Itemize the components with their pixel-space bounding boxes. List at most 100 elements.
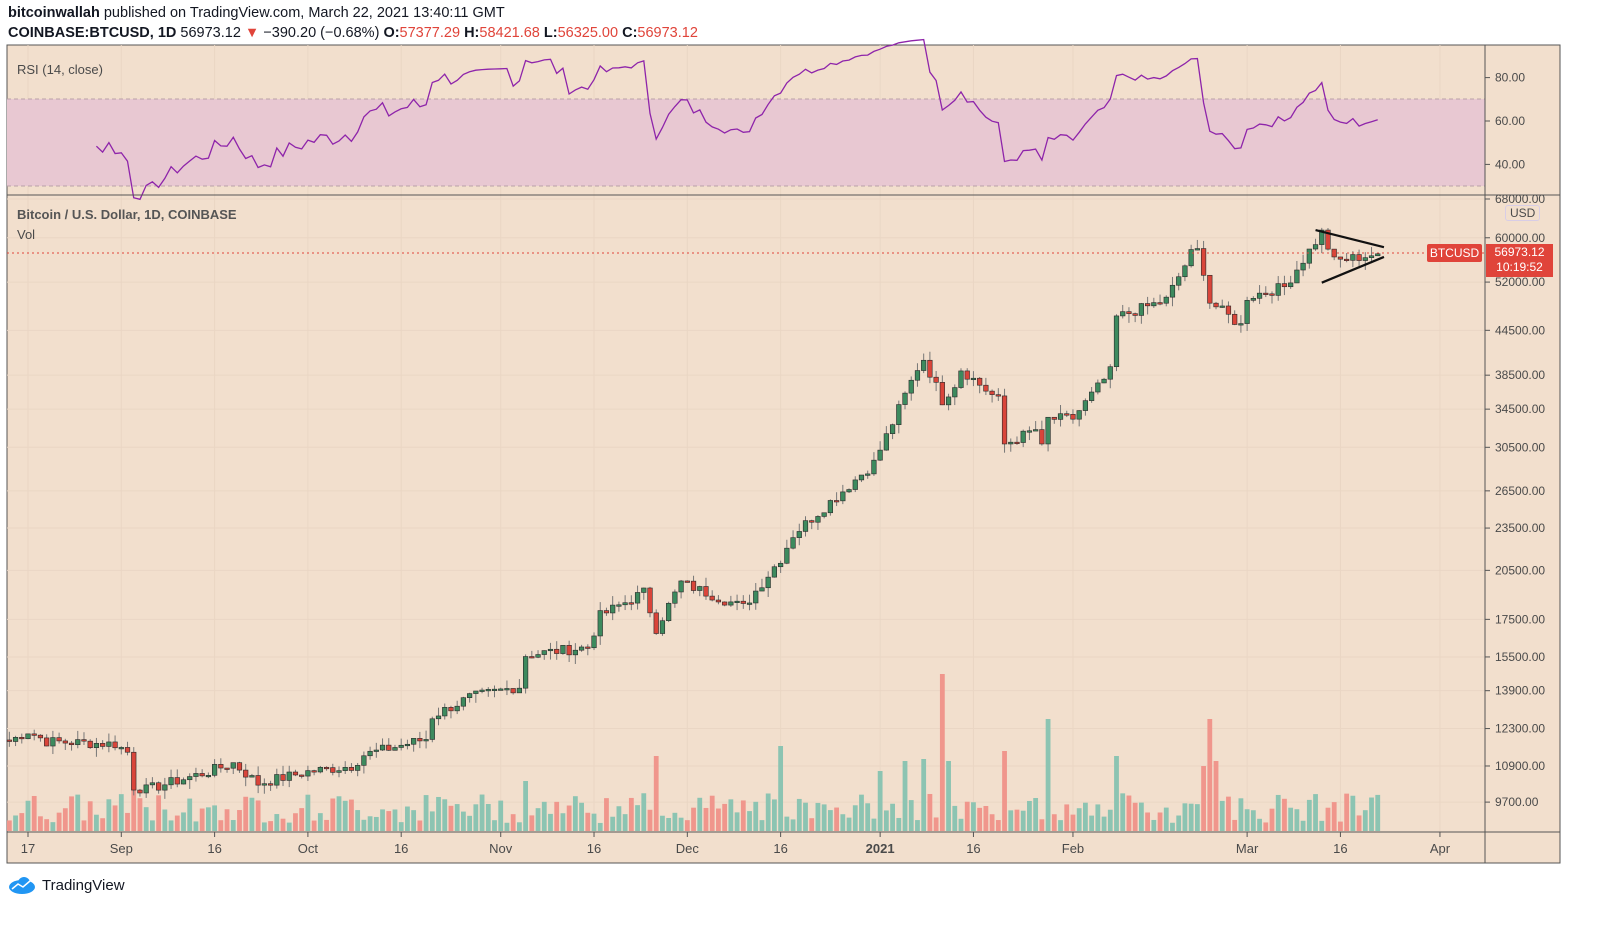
- volume-bar: [1201, 766, 1206, 831]
- volume-bar: [311, 820, 317, 831]
- volume-bar: [1089, 815, 1095, 831]
- candle-down: [224, 767, 230, 770]
- volume-bar: [740, 800, 746, 831]
- volume-bar: [286, 822, 292, 831]
- volume-bar: [1064, 804, 1070, 831]
- price-axis[interactable]: 68000.00 60000.00 52000.00 44500.00 38500.00…: [1485, 192, 1545, 809]
- rsi-line: [95, 38, 1378, 201]
- volume-bar: [1145, 812, 1150, 831]
- volume-bar: [896, 817, 902, 831]
- time-axis[interactable]: 17 Sep 16 Oct 16 Nov 16 Dec 16 2021 16 Feb Mar 16 Apr: [21, 832, 1451, 856]
- price-tick-label: 38500.00: [1495, 368, 1545, 382]
- time-tick-label: 16: [966, 841, 980, 856]
- publish-info: bitcoinwallah published on TradingView.c…: [8, 5, 505, 21]
- candle-up: [1194, 248, 1200, 251]
- volume-bar: [1126, 795, 1132, 831]
- candle-down: [292, 771, 299, 776]
- volume-bar: [747, 811, 752, 831]
- volume-bar: [1014, 809, 1020, 831]
- candle-up: [230, 762, 236, 769]
- candle-up: [1082, 400, 1088, 411]
- price-tick-label: 34500.00: [1495, 402, 1545, 416]
- candle-down: [1344, 258, 1350, 261]
- candle-down: [983, 384, 989, 392]
- volume-bar: [865, 803, 871, 831]
- rsi-axis[interactable]: 80.00 60.00 40.00: [1485, 71, 1525, 172]
- candle-down: [1232, 313, 1238, 325]
- volume-bar: [1163, 807, 1169, 831]
- volume-bar: [218, 820, 224, 831]
- volume-bar: [224, 809, 230, 831]
- price-tick-label: 17500.00: [1495, 612, 1545, 626]
- high-value: 58421.68: [479, 25, 540, 41]
- candle-up: [753, 590, 759, 604]
- volume-bar: [871, 818, 877, 831]
- currency-label[interactable]: USD: [1505, 205, 1541, 221]
- candle-up: [852, 479, 858, 490]
- brand-name: TradingView: [42, 876, 125, 894]
- candle-down: [740, 600, 746, 604]
- volume-bar: [261, 822, 267, 831]
- author[interactable]: bitcoinwallah: [8, 5, 100, 21]
- volume-bar: [355, 810, 361, 831]
- volume-bar: [846, 817, 852, 831]
- volume-bar: [1369, 797, 1374, 831]
- price-tick-label: 60000.00: [1495, 231, 1545, 245]
- volume-bar: [964, 801, 970, 831]
- volume-bar: [31, 795, 37, 831]
- volume-bar: [958, 818, 964, 831]
- volume-bar: [703, 807, 709, 831]
- volume-bar: [548, 813, 553, 831]
- volume-bar: [125, 812, 130, 831]
- volume-bar: [946, 761, 951, 831]
- volume-bar: [280, 818, 286, 831]
- triangle-pattern[interactable]: [1315, 229, 1385, 284]
- candle-up: [336, 770, 342, 773]
- volume-bar: [174, 815, 180, 831]
- candle-down: [566, 645, 572, 656]
- candle-up: [784, 547, 790, 564]
- candle-up: [1008, 441, 1014, 445]
- candle-up: [902, 392, 908, 405]
- volume-bar: [641, 793, 647, 831]
- volume-bar: [193, 821, 199, 831]
- volume-bar: [504, 822, 510, 831]
- candle-up: [118, 747, 124, 750]
- volume-bar: [716, 808, 721, 831]
- volume-bar: [784, 816, 790, 831]
- candle-down: [131, 751, 137, 791]
- candle-down: [243, 769, 249, 778]
- candle-up: [1033, 429, 1039, 432]
- volume-bar: [467, 815, 473, 831]
- time-tick-label: 16: [394, 841, 408, 856]
- candle-up: [1020, 430, 1026, 443]
- tradingview-logo[interactable]: TradingView: [8, 876, 125, 894]
- candle-up: [541, 650, 547, 655]
- volume-bar: [330, 798, 336, 831]
- time-tick-label: Apr: [1430, 841, 1451, 856]
- candle-down: [236, 762, 243, 771]
- volume-bar: [380, 809, 385, 831]
- candle-up: [790, 537, 796, 549]
- volume-bar: [852, 805, 858, 831]
- candle-down: [715, 599, 722, 603]
- volume-bar: [181, 812, 186, 831]
- candle-up: [1176, 276, 1182, 286]
- candle-down: [833, 500, 840, 503]
- volume-bar: [1331, 802, 1337, 831]
- candle-up: [877, 449, 883, 461]
- volume-bar: [1219, 800, 1225, 831]
- volume-bar: [342, 800, 348, 831]
- volume-bar: [473, 804, 479, 831]
- candle-up: [1113, 315, 1120, 368]
- candle-up: [379, 744, 386, 751]
- candle-up: [522, 656, 529, 689]
- publish-text: published on TradingView.com, March 22, …: [99, 5, 505, 21]
- volume-bar: [199, 808, 205, 831]
- volume-bar: [1282, 798, 1287, 831]
- volume-bar: [977, 807, 983, 831]
- candle-up: [666, 602, 672, 621]
- candle-up: [305, 770, 311, 777]
- volume-bar: [150, 820, 155, 831]
